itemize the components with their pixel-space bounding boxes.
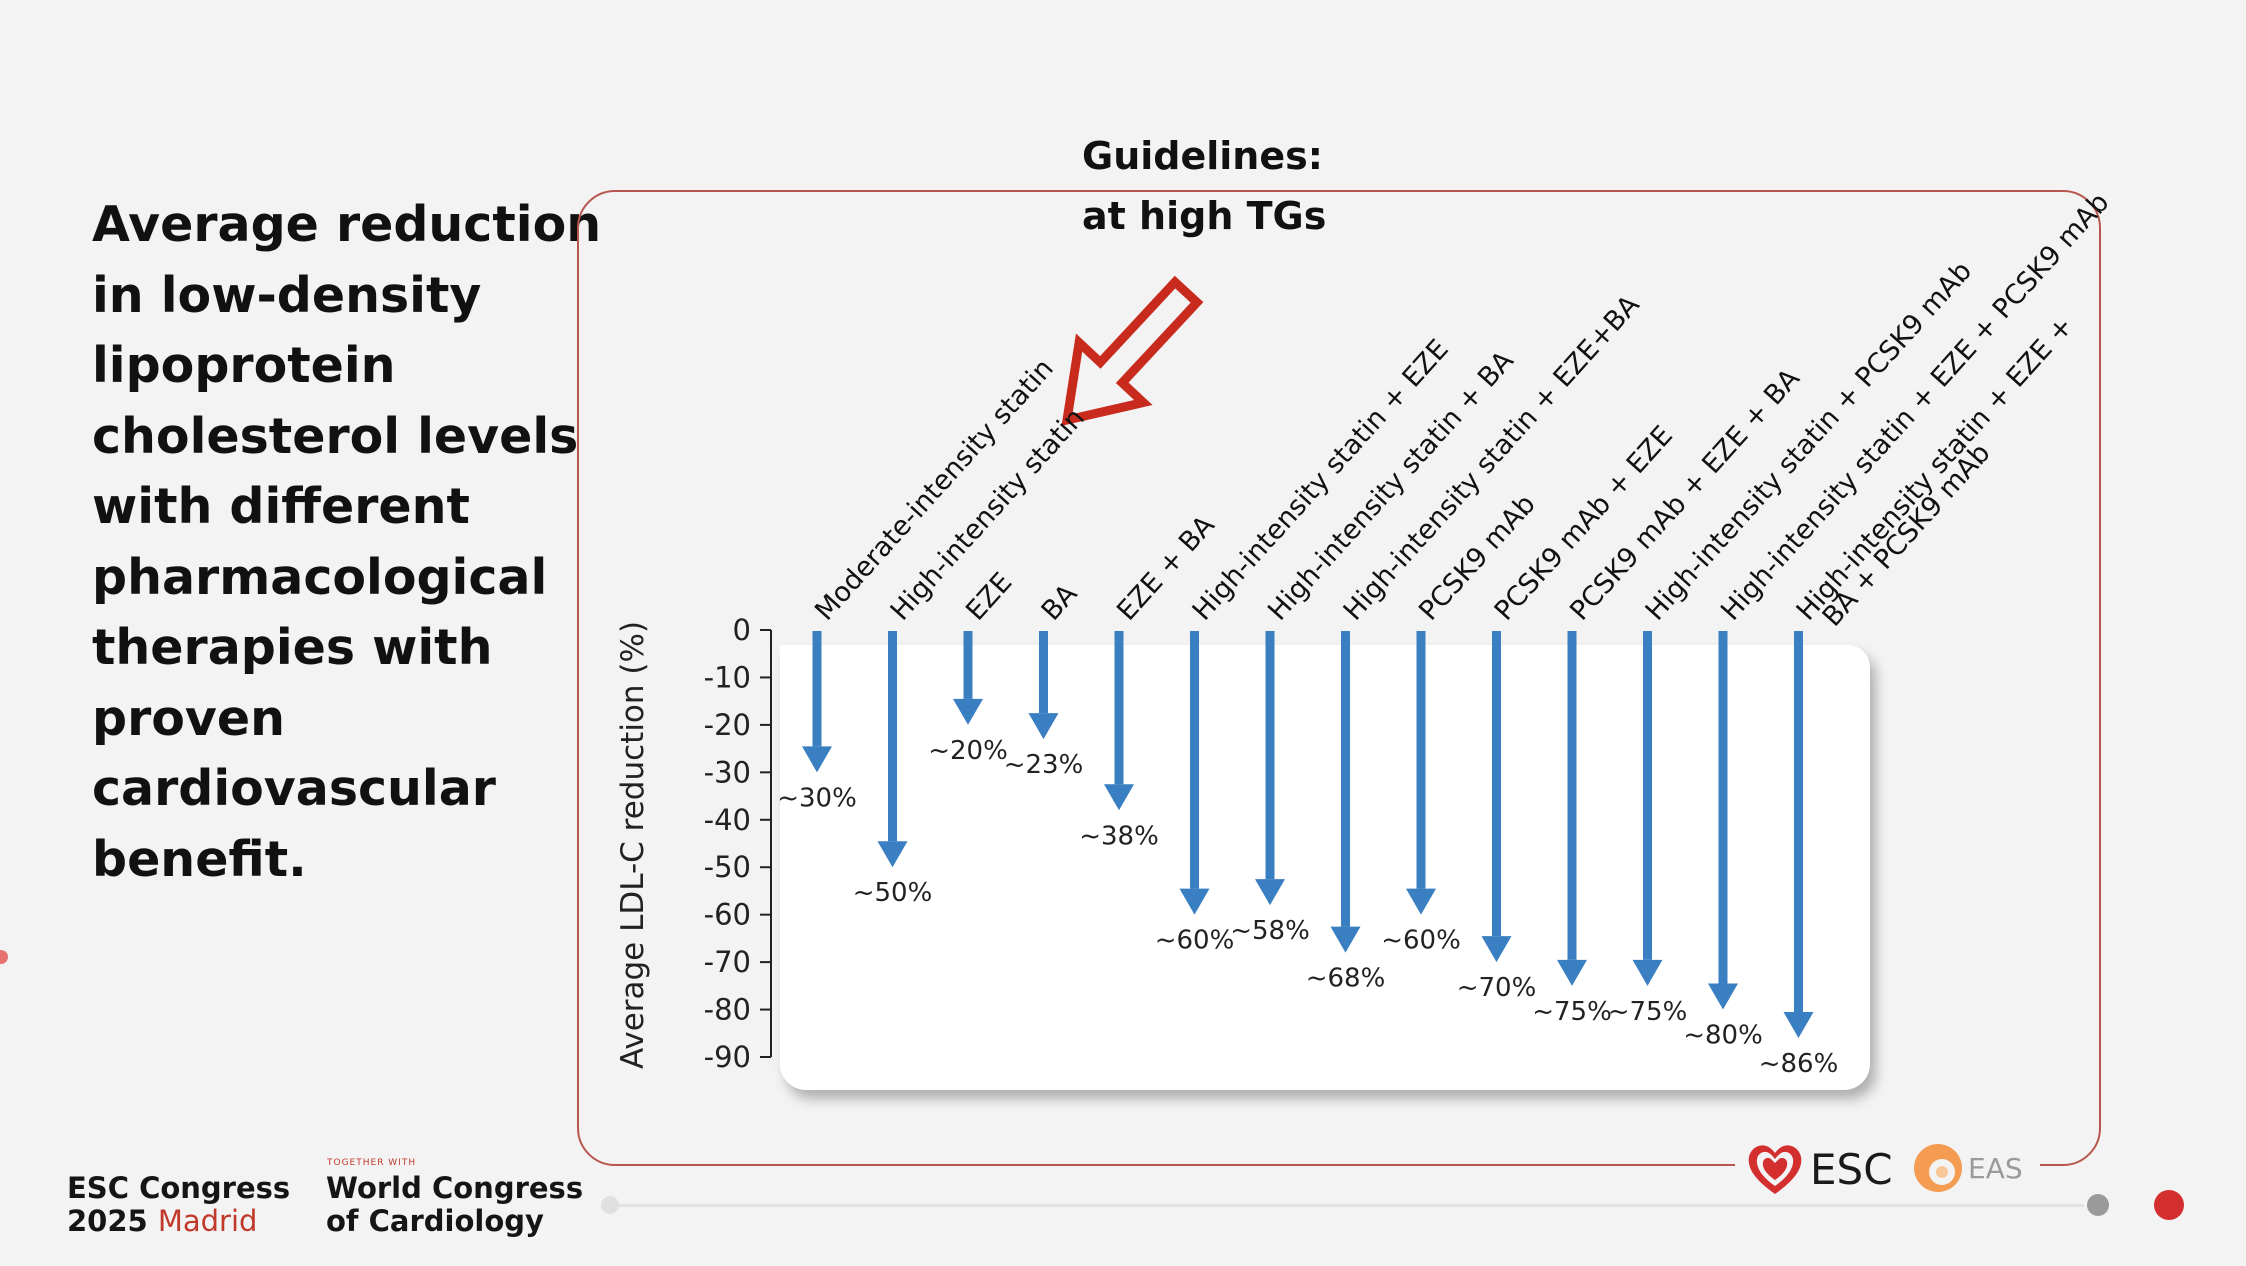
wcc-line: World Congress bbox=[326, 1171, 584, 1205]
data-label: ~86% bbox=[1759, 1049, 1839, 1079]
data-label: ~30% bbox=[777, 783, 857, 813]
callout-line: at high TGs bbox=[1082, 194, 1327, 238]
bar-arrowhead bbox=[1406, 888, 1436, 915]
wcc-logo: World Congress of Cardiology bbox=[326, 1172, 583, 1238]
esc-congress-logo: ESC Congress 2025 Madrid bbox=[67, 1172, 290, 1238]
data-label: ~75% bbox=[1532, 997, 1612, 1027]
bar-shaft bbox=[1567, 631, 1577, 960]
bar-shaft bbox=[1492, 631, 1501, 937]
edge-marker bbox=[0, 950, 8, 964]
y-tick-label: -70 bbox=[704, 945, 751, 979]
data-label: ~60% bbox=[1155, 926, 1235, 956]
bar-shaft bbox=[1341, 631, 1350, 927]
title-line: in low-density bbox=[92, 266, 482, 324]
title-line: cholesterol levels bbox=[92, 407, 579, 465]
y-tick-label: -30 bbox=[704, 755, 751, 789]
title-line: Average reduction bbox=[92, 196, 602, 253]
bar-shaft bbox=[1265, 631, 1275, 880]
callout-line: Guidelines: bbox=[1082, 134, 1323, 178]
callout-arrow-shape bbox=[1061, 275, 1204, 426]
chart-card bbox=[780, 645, 1870, 1090]
y-axis-title: Average LDL-C reduction (%) bbox=[615, 621, 651, 1069]
data-label: ~50% bbox=[853, 878, 933, 908]
data-label: ~75% bbox=[1608, 997, 1688, 1027]
data-label: ~38% bbox=[1079, 821, 1159, 851]
slide-title: Average reduction in low-density lipopro… bbox=[92, 190, 602, 895]
y-tick-label: -60 bbox=[704, 898, 751, 932]
chart-frame bbox=[577, 190, 2101, 1166]
bar-arrowhead bbox=[1028, 713, 1059, 740]
data-label: ~70% bbox=[1457, 973, 1537, 1003]
title-line: cardiovascular bbox=[92, 760, 496, 817]
title-line: therapies with bbox=[92, 619, 493, 676]
data-label: ~23% bbox=[1004, 750, 1084, 780]
bar-shaft bbox=[1190, 631, 1199, 889]
category-label: High-intensity statin + EZE + bbox=[1791, 311, 2080, 627]
guidelines-callout: Guidelines: at high TGs bbox=[1082, 126, 1326, 246]
bar-shaft bbox=[1114, 631, 1124, 785]
title-line: benefit. bbox=[92, 830, 307, 888]
y-tick-label: -90 bbox=[704, 1040, 751, 1074]
bar-arrowhead bbox=[1783, 1012, 1814, 1039]
progress-start-dot[interactable] bbox=[601, 1196, 619, 1214]
bar-arrowhead bbox=[1179, 888, 1210, 915]
bar-arrowhead bbox=[877, 841, 908, 868]
bar-arrowhead bbox=[953, 698, 983, 725]
bar-arrowhead bbox=[1557, 959, 1587, 986]
y-tick-label: 0 bbox=[733, 613, 751, 647]
eas-logo-text: EAS bbox=[1968, 1152, 2023, 1185]
title-line: with different bbox=[92, 478, 470, 535]
bar-arrowhead bbox=[1632, 959, 1663, 986]
title-line: proven bbox=[92, 689, 285, 747]
data-label: ~68% bbox=[1306, 964, 1386, 994]
y-tick-label: -40 bbox=[704, 803, 751, 837]
together-with-label: TOGETHER WITH bbox=[327, 1158, 417, 1168]
bar-shaft bbox=[1718, 631, 1728, 984]
data-label: ~80% bbox=[1683, 1021, 1763, 1051]
bar-shaft bbox=[963, 631, 973, 699]
bar-arrowhead bbox=[802, 746, 832, 773]
data-label: ~60% bbox=[1381, 926, 1461, 956]
bar-shaft bbox=[1416, 631, 1426, 889]
title-line: lipoprotein bbox=[92, 337, 396, 394]
congress-year-city: 2025 Madrid bbox=[67, 1205, 290, 1238]
y-tick-label: -10 bbox=[704, 660, 751, 694]
category-label: High-intensity statin + PCSK9 mAb bbox=[1640, 256, 1978, 627]
progress-current-dot[interactable] bbox=[2154, 1190, 2184, 1220]
category-label: EZE bbox=[960, 567, 1018, 627]
data-label: ~20% bbox=[928, 736, 1008, 766]
congress-city: Madrid bbox=[157, 1204, 258, 1238]
bar-arrowhead bbox=[1481, 936, 1512, 963]
eas-logo-icon bbox=[1914, 1144, 1962, 1192]
category-label: BA bbox=[1036, 578, 1084, 627]
congress-name: ESC Congress bbox=[67, 1171, 291, 1205]
bar-shaft bbox=[1643, 631, 1652, 960]
bar-arrowhead bbox=[1255, 879, 1285, 906]
y-tick-label: -80 bbox=[704, 993, 751, 1027]
esc-heart-icon bbox=[1748, 1145, 1802, 1194]
congress-year: 2025 bbox=[67, 1204, 148, 1238]
bar-shaft bbox=[1039, 631, 1048, 714]
data-label: ~58% bbox=[1230, 916, 1310, 946]
bar-arrowhead bbox=[1104, 784, 1134, 811]
bar-arrowhead bbox=[1708, 983, 1738, 1010]
bar-shaft bbox=[1794, 631, 1803, 1013]
bar-shaft bbox=[812, 631, 822, 747]
wcc-line: of Cardiology bbox=[326, 1204, 544, 1238]
esc-logo-text: ESC bbox=[1810, 1145, 1893, 1194]
progress-grey-dot[interactable] bbox=[2087, 1194, 2109, 1216]
slide-progress-track bbox=[604, 1204, 2084, 1207]
y-tick-label: -50 bbox=[704, 850, 751, 884]
bar-shaft bbox=[888, 631, 897, 842]
callout-arrow-icon bbox=[1061, 275, 1204, 426]
title-line: pharmacological bbox=[92, 548, 548, 606]
bar-arrowhead bbox=[1330, 926, 1361, 953]
y-tick-label: -20 bbox=[704, 708, 751, 742]
